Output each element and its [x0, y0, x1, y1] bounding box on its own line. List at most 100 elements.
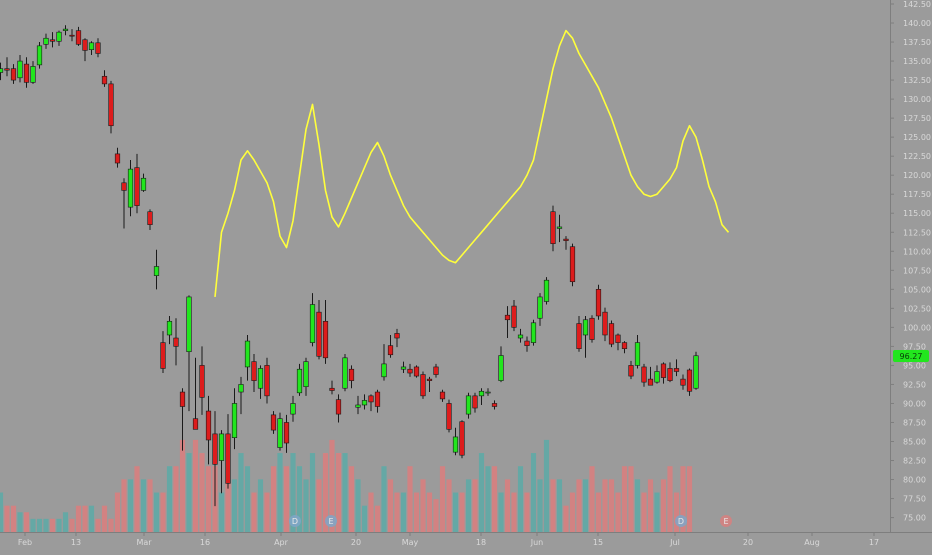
y-tick-label: 130.00 — [903, 95, 931, 104]
y-tick-label: 115.00 — [903, 209, 931, 218]
volume-bar — [95, 518, 101, 532]
volume-bar — [621, 466, 628, 532]
volume-bar — [30, 518, 36, 532]
volume-bar — [264, 492, 270, 532]
volume-bar — [101, 505, 108, 532]
volume-bar — [322, 453, 329, 532]
volume-bar — [114, 492, 121, 532]
candle-body — [621, 342, 628, 349]
candle-body — [361, 400, 368, 406]
candle-body — [530, 322, 537, 343]
candle-body — [212, 433, 218, 465]
price-axis[interactable]: 75.00 77.50 80.00 82.50 85.00 87.50 90.00 92.50… — [890, 0, 931, 523]
volume-bar — [394, 492, 400, 532]
volume-bar — [62, 512, 69, 532]
candle-body — [244, 340, 251, 368]
volume-bar — [459, 492, 465, 532]
volume-bar — [335, 453, 342, 532]
volume-bar — [673, 492, 680, 532]
volume-bar — [628, 466, 634, 532]
volume-bar — [641, 492, 647, 532]
volume-bar — [43, 518, 49, 532]
candle-body — [101, 75, 108, 85]
y-tick-label: 100.00 — [903, 323, 931, 332]
volume-bar — [82, 505, 88, 532]
candle-body — [381, 363, 387, 378]
candle-body — [95, 42, 101, 54]
candle-body — [231, 403, 238, 438]
time-axis[interactable]: Feb 13 Mar 16 Apr 20 May 18 Jun 15 Jul 20 Aug 17 — [18, 532, 879, 547]
volume-bar — [537, 479, 543, 532]
candle-body — [23, 63, 30, 83]
volume-bar — [576, 479, 582, 532]
event-marker-label: D — [292, 517, 298, 526]
x-tick-label: 20 — [351, 538, 361, 547]
candle-body — [290, 403, 296, 415]
candle-body — [134, 167, 140, 206]
volume-bar — [244, 466, 251, 532]
candle-body — [420, 374, 426, 397]
volume-bar — [472, 479, 478, 532]
candle-body — [602, 311, 608, 336]
candle-body — [316, 311, 322, 357]
candle-body — [589, 317, 595, 340]
candle-body — [465, 395, 472, 415]
y-tick-label: 85.00 — [903, 438, 926, 447]
candle-body — [446, 403, 452, 430]
candle-body — [0, 68, 4, 73]
volume-bar — [108, 518, 114, 532]
volume-bar — [433, 499, 439, 532]
event-marker-circle — [675, 515, 687, 527]
volume-bar — [543, 439, 550, 532]
y-tick-label: 122.50 — [903, 152, 931, 161]
volume-bar — [75, 505, 82, 532]
volume-bar — [225, 453, 231, 532]
candle-body — [121, 182, 127, 191]
y-tick-label: 80.00 — [903, 476, 926, 485]
candle-body — [166, 320, 173, 336]
x-tick-label: Mar — [136, 538, 152, 547]
volume-bar — [17, 512, 23, 532]
candle-body — [225, 433, 231, 484]
x-tick-label: May — [402, 538, 419, 547]
volume-bar — [270, 466, 277, 532]
event-marker: E — [325, 515, 337, 527]
candle-body — [400, 366, 407, 370]
y-tick-label: 140.00 — [903, 19, 931, 28]
candle-body — [563, 238, 569, 241]
volume-bar — [615, 492, 621, 532]
volume-bar — [602, 479, 608, 532]
volume-bar — [686, 466, 693, 532]
candle-body — [498, 355, 504, 381]
volume-bar — [329, 439, 335, 532]
candle-body — [504, 314, 511, 321]
y-tick-label: 135.00 — [903, 57, 931, 66]
candle-body — [56, 31, 62, 42]
candle-body — [394, 333, 400, 339]
candle-body — [491, 403, 498, 407]
event-marker-circle — [289, 515, 301, 527]
candle-body — [660, 363, 667, 378]
volume-bar — [387, 479, 394, 532]
volume-bar — [498, 492, 504, 532]
x-tick-label: Jun — [530, 538, 544, 547]
y-tick-label: 112.50 — [903, 228, 931, 237]
volume-bar — [166, 466, 173, 532]
volume-bar — [595, 492, 602, 532]
candle-body — [439, 391, 446, 400]
volume-bar — [420, 479, 426, 532]
x-tick-label: 15 — [593, 538, 603, 547]
candle-body — [186, 296, 192, 353]
candle-body — [108, 83, 114, 127]
volume-bar — [355, 479, 361, 532]
volume-bar — [257, 479, 264, 532]
y-tick-label: 117.50 — [903, 190, 931, 199]
x-tick-label: 13 — [71, 538, 81, 547]
volume-bar — [654, 492, 660, 532]
candle-body — [667, 368, 673, 381]
event-marker-label: E — [723, 517, 728, 526]
overlay-line — [214, 29, 730, 297]
volume-bar — [0, 492, 4, 532]
